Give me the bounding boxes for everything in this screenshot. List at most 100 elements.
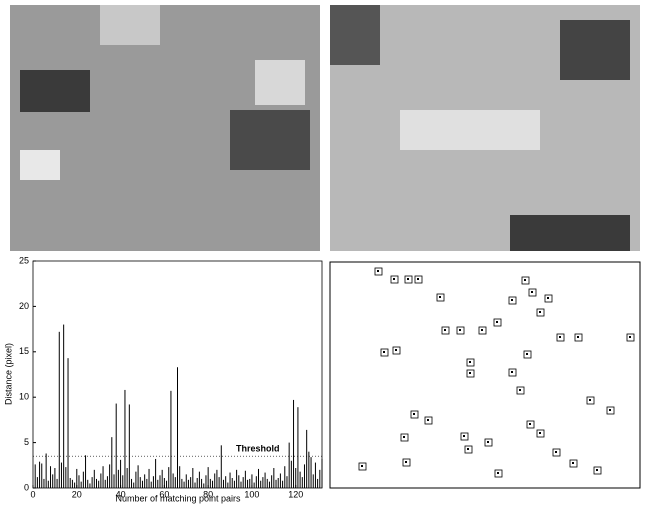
bar [72,480,73,488]
y-tick-label: 15 [19,346,29,356]
bar [258,469,259,488]
y-tick-label: 0 [24,482,29,492]
bar [43,479,44,488]
point-dot [559,336,561,338]
bar [105,480,106,488]
bar [109,464,110,488]
bar [212,481,213,488]
bar [297,407,298,488]
bar [83,472,84,488]
bar [232,478,233,488]
point-dot [481,329,483,331]
bar [293,400,294,488]
bar [254,483,255,488]
bar [179,466,180,488]
x-tick-label: 60 [159,489,169,499]
point-dot [427,419,429,421]
bar [146,479,147,488]
bar [133,483,134,488]
bar [140,477,141,488]
threshold-label: Threshold [236,444,280,454]
bar [127,468,128,488]
bar [192,468,193,488]
point-dot [393,278,395,280]
bar [238,475,239,488]
bar [52,474,53,488]
bar [225,476,226,488]
bar [269,482,270,488]
bar [111,437,112,488]
bar [153,476,154,488]
bar [155,459,156,488]
bar [286,476,287,488]
bar [164,478,165,488]
bar [78,475,79,488]
y-axis-label: Distance (pixel) [3,343,13,405]
point-dot [555,451,557,453]
bar [251,474,252,488]
bar [138,465,139,488]
point-dot [444,329,446,331]
point-dot [511,299,513,301]
point-dot [539,311,541,313]
bar [100,473,101,488]
bar [41,463,42,488]
bar [306,430,307,488]
point-dot [413,413,415,415]
bar [247,480,248,488]
bar [243,477,244,488]
point-dot [589,399,591,401]
bar [315,463,316,488]
bar [219,477,220,488]
bar [260,481,261,488]
bar [39,462,40,488]
bar [177,367,178,488]
bar [157,480,158,488]
bar [68,358,69,488]
bar [223,480,224,488]
point-dot [463,435,465,437]
bar [129,404,130,488]
matched-points-panel [330,262,640,488]
bar [284,466,285,488]
bar [35,464,36,488]
bar [166,481,167,488]
page: {"chart_data": {"type": "bar", "x_label"… [0,0,650,510]
bar [74,483,75,488]
point-dot [497,472,499,474]
bar [304,464,305,488]
bar [199,472,200,488]
bar [234,481,235,488]
point-dot [469,372,471,374]
point-dot [524,279,526,281]
bar [322,459,323,488]
point-dot [405,461,407,463]
point-dot [577,336,579,338]
bar [135,472,136,488]
x-tick-label: 20 [72,489,82,499]
bar [302,477,303,488]
point-dot [417,278,419,280]
bar [89,483,90,488]
point-dot [467,448,469,450]
y-tick-label: 5 [24,437,29,447]
point-dot [407,278,409,280]
x-tick-label: 0 [30,489,35,499]
bar [114,474,115,488]
bar [168,467,169,488]
bar [317,479,318,488]
bar [273,468,274,488]
bar [245,471,246,488]
bar [289,443,290,488]
bar [85,455,86,488]
bar [240,482,241,488]
bar [319,470,320,488]
bar [271,475,272,488]
bar [203,483,204,488]
bar [308,452,309,488]
bar [181,479,182,488]
y-tick-label: 25 [19,255,29,265]
bar [87,480,88,488]
point-dot [529,423,531,425]
bar [265,473,266,488]
